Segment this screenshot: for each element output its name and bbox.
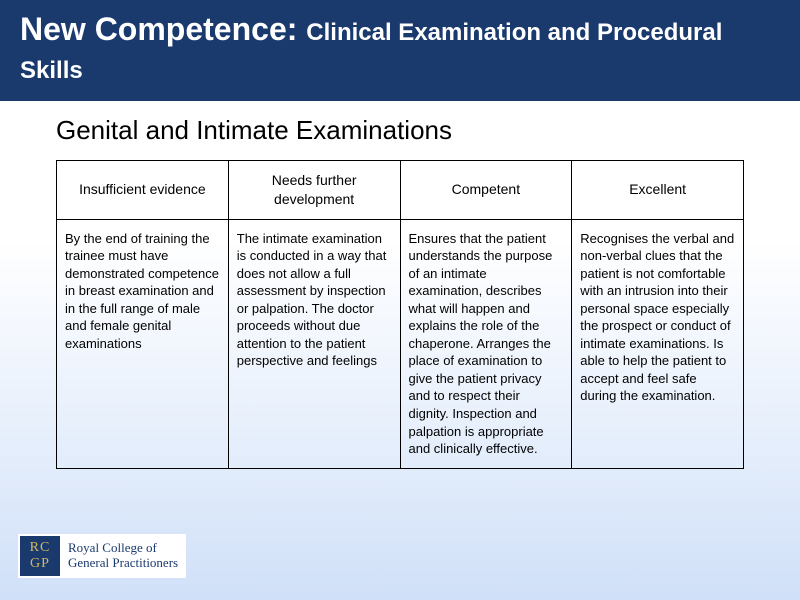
slide-subtitle: Genital and Intimate Examinations xyxy=(56,115,800,146)
cell-excellent: Recognises the verbal and non-verbal clu… xyxy=(572,219,744,468)
col-competent: Competent xyxy=(400,160,572,219)
competence-table-wrap: Insufficient evidence Needs further deve… xyxy=(56,160,744,469)
cell-competent: Ensures that the patient understands the… xyxy=(400,219,572,468)
rcgp-badge-icon: RC GP xyxy=(20,536,60,576)
col-needs-dev: Needs further development xyxy=(228,160,400,219)
col-excellent: Excellent xyxy=(572,160,744,219)
rcgp-logo: RC GP Royal College of General Practitio… xyxy=(18,534,186,578)
rcgp-logo-text: Royal College of General Practitioners xyxy=(68,541,178,571)
slide-title: New Competence: Clinical Examination and… xyxy=(20,10,780,87)
badge-line2: GP xyxy=(30,556,50,572)
logo-text-line1: Royal College of xyxy=(68,541,178,556)
logo-text-line2: General Practitioners xyxy=(68,556,178,571)
competence-table: Insufficient evidence Needs further deve… xyxy=(56,160,744,469)
cell-needs-dev: The intimate examination is conducted in… xyxy=(228,219,400,468)
table-row: By the end of training the trainee must … xyxy=(57,219,744,468)
table-header-row: Insufficient evidence Needs further deve… xyxy=(57,160,744,219)
title-prefix: New Competence: xyxy=(20,11,306,47)
col-insufficient: Insufficient evidence xyxy=(57,160,229,219)
slide-header: New Competence: Clinical Examination and… xyxy=(0,0,800,101)
badge-line1: RC xyxy=(30,540,51,556)
cell-insufficient: By the end of training the trainee must … xyxy=(57,219,229,468)
